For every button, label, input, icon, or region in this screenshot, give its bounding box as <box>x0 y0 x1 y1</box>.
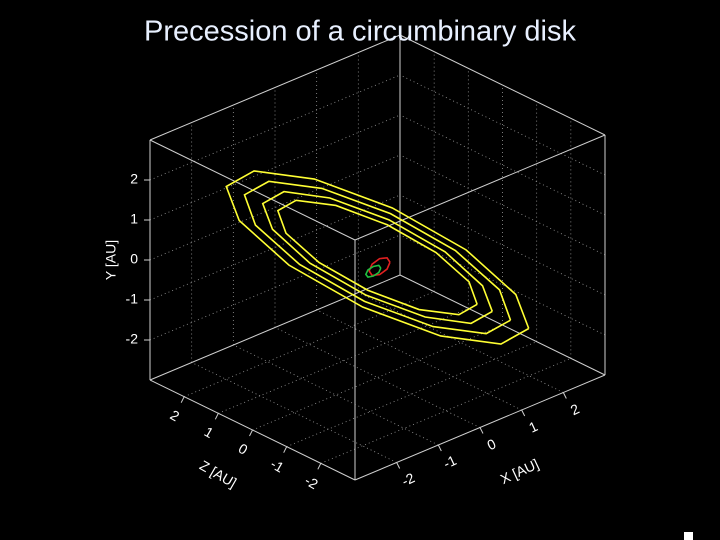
orbit-line <box>225 170 530 345</box>
orbit-line <box>368 257 391 277</box>
tick-mark <box>479 427 484 434</box>
orbit-line <box>243 180 512 335</box>
y-axis-label: Y [AU] <box>103 240 119 280</box>
tick-mark <box>521 409 526 417</box>
tick-mark <box>249 429 253 437</box>
tick-mark <box>180 396 185 403</box>
y-tick-label: -1 <box>126 291 139 307</box>
orbit-line <box>261 190 494 325</box>
y-tick-label: 2 <box>130 171 138 187</box>
tick-mark <box>562 392 567 399</box>
tick-mark <box>283 446 288 453</box>
orbit-line <box>276 199 478 316</box>
y-tick-label: 1 <box>130 211 138 227</box>
tick-mark <box>214 413 219 420</box>
box-edge <box>149 34 401 141</box>
box-edge <box>149 274 401 381</box>
chart-title: Precession of a circumbinary disk <box>144 16 576 48</box>
box-edge <box>354 134 606 241</box>
tick-mark <box>396 462 401 469</box>
box-edge <box>399 34 606 136</box>
tick-mark <box>437 444 442 452</box>
orbit-line <box>364 264 382 279</box>
tick-mark <box>317 463 322 470</box>
corner-marker <box>684 532 693 540</box>
y-tick-label: 0 <box>130 251 138 267</box>
y-tick-label: -2 <box>126 331 139 347</box>
